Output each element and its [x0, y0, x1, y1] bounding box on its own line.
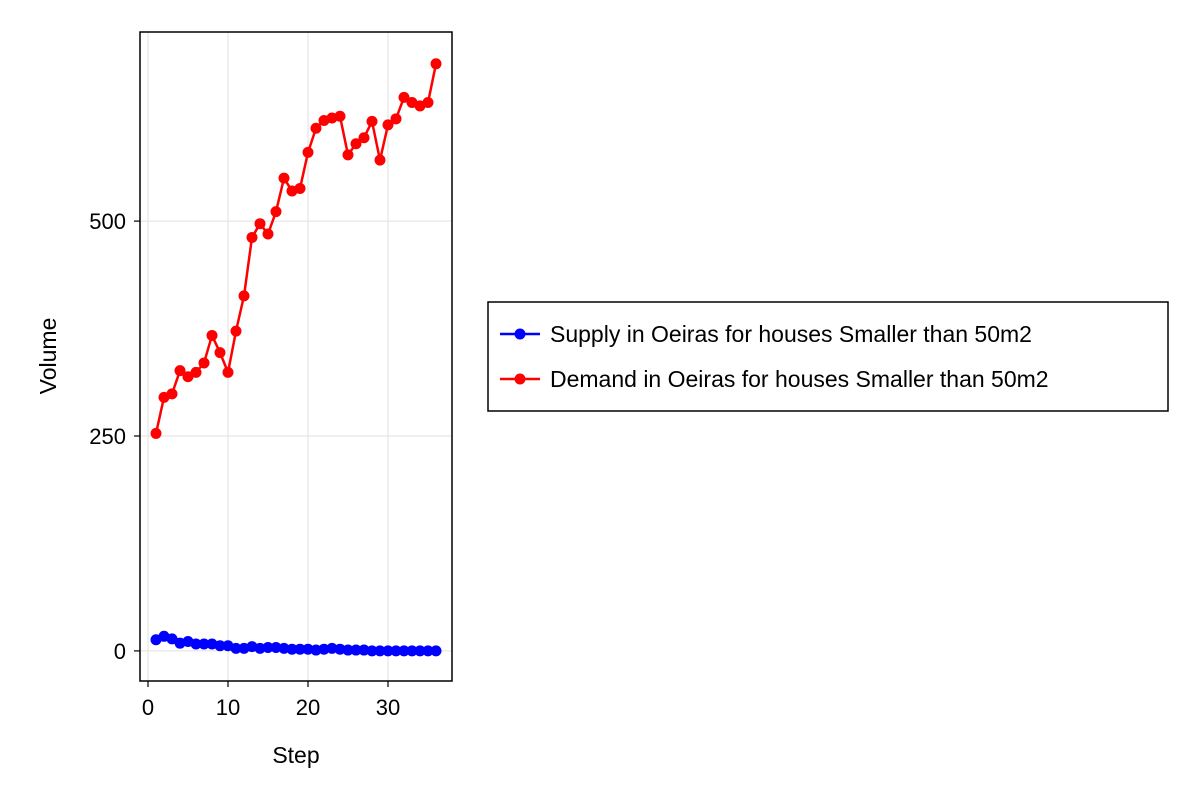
data-point-demand [430, 58, 442, 70]
data-point-demand [198, 357, 210, 369]
x-axis-label: Step [272, 742, 319, 768]
data-point-demand [358, 132, 370, 144]
legend-label-supply: Supply in Oeiras for houses Smaller than… [550, 321, 1032, 347]
legend-marker-supply [514, 328, 526, 340]
data-point-demand [150, 427, 162, 439]
series-demand [150, 58, 442, 439]
data-point-demand [230, 325, 242, 337]
data-point-demand [270, 206, 282, 218]
data-point-supply [382, 645, 394, 657]
x-tick-label: 20 [296, 695, 320, 720]
legend: Supply in Oeiras for houses Smaller than… [487, 301, 1169, 412]
data-point-supply [366, 645, 378, 657]
y-tick-label: 0 [114, 639, 126, 664]
series-supply [150, 630, 442, 657]
x-tick-label: 10 [216, 695, 240, 720]
data-point-supply [270, 641, 282, 653]
y-tick-label: 250 [89, 424, 126, 449]
y-axis-label: Volume [35, 318, 61, 395]
data-point-supply [214, 640, 226, 652]
data-point-supply [350, 644, 362, 656]
ticks: 0 10 20 30 0 250 500 [89, 209, 400, 720]
data-point-demand [342, 149, 354, 161]
data-point-demand [246, 231, 258, 243]
data-point-supply [326, 642, 338, 654]
data-point-demand [222, 366, 234, 378]
grid [140, 32, 452, 681]
data-point-supply [422, 645, 434, 657]
data-point-demand [310, 122, 322, 134]
data-point-supply [262, 641, 274, 653]
data-point-demand [302, 146, 314, 158]
data-point-supply [358, 644, 370, 656]
legend-label-demand: Demand in Oeiras for houses Smaller than… [550, 366, 1049, 392]
plot-frame [139, 31, 453, 682]
data-point-demand [190, 366, 202, 378]
data-point-supply [318, 643, 330, 655]
x-tick-label: 30 [376, 695, 400, 720]
data-point-demand [350, 138, 362, 150]
data-point-supply [406, 645, 418, 657]
data-point-supply [398, 645, 410, 657]
y-tick-label: 500 [89, 209, 126, 234]
data-point-supply [310, 644, 322, 656]
data-point-demand [422, 96, 434, 108]
data-point-supply [254, 642, 266, 654]
data-point-supply [294, 643, 306, 655]
data-point-supply [278, 642, 290, 654]
data-point-demand [238, 290, 250, 302]
data-point-supply [374, 645, 386, 657]
data-point-supply [302, 643, 314, 655]
data-point-demand [278, 172, 290, 184]
data-point-supply [390, 645, 402, 657]
data-point-demand [334, 110, 346, 122]
legend-box [487, 301, 1169, 412]
series-layer [150, 58, 442, 657]
data-point-demand [254, 218, 266, 230]
data-point-supply [414, 645, 426, 657]
data-point-demand [390, 113, 402, 125]
data-point-supply [198, 638, 210, 650]
legend-marker-demand [514, 373, 526, 385]
data-point-supply [334, 643, 346, 655]
data-point-demand [374, 154, 386, 166]
data-point-supply [286, 643, 298, 655]
data-point-supply [342, 644, 354, 656]
data-point-demand [214, 347, 226, 359]
data-point-supply [190, 638, 202, 650]
data-point-demand [382, 119, 394, 131]
data-point-supply [430, 645, 442, 657]
data-point-demand [166, 388, 178, 400]
data-point-demand [366, 115, 378, 127]
data-point-demand [294, 182, 306, 194]
data-point-demand [206, 329, 218, 341]
data-point-demand [174, 365, 186, 377]
data-point-supply [230, 642, 242, 654]
data-point-demand [398, 91, 410, 103]
x-tick-label: 0 [142, 695, 154, 720]
data-point-demand [262, 228, 274, 240]
